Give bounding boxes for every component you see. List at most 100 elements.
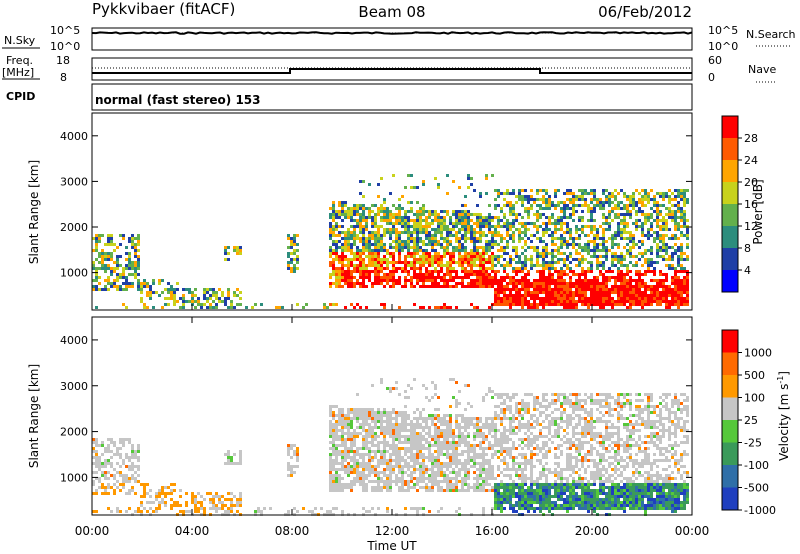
velocity-cell <box>236 510 239 513</box>
velocity-cell <box>359 483 362 486</box>
power-cell <box>641 252 644 255</box>
power-cell <box>686 288 689 291</box>
velocity-cell <box>452 453 455 456</box>
power-cell <box>239 297 242 300</box>
power-cell <box>662 237 665 240</box>
power-cell <box>596 255 599 258</box>
velocity-cell <box>377 483 380 486</box>
power-cell <box>563 201 566 204</box>
velocity-cell <box>485 438 488 441</box>
velocity-cell <box>134 471 137 474</box>
velocity-cell <box>167 492 170 495</box>
power-cell <box>140 282 143 285</box>
power-cell <box>293 234 296 237</box>
power-cell <box>368 213 371 216</box>
velocity-cell <box>386 459 389 462</box>
power-cell <box>488 243 491 246</box>
power-cell <box>593 294 596 297</box>
velocity-cell <box>497 486 500 489</box>
power-cell <box>635 273 638 276</box>
power-cell <box>620 231 623 234</box>
power-cell <box>335 234 338 237</box>
power-cell <box>419 255 422 258</box>
velocity-cell <box>449 420 452 423</box>
velocity-cell <box>431 438 434 441</box>
velocity-cell <box>407 489 410 492</box>
power-cell <box>590 255 593 258</box>
power-cell <box>476 219 479 222</box>
power-cell <box>146 285 149 288</box>
velocity-cell <box>380 441 383 444</box>
velocity-cell <box>416 432 419 435</box>
power-cell <box>665 222 668 225</box>
power-cell <box>551 258 554 261</box>
power-cell <box>626 243 629 246</box>
velocity-cell <box>194 510 197 513</box>
power-cell <box>413 222 416 225</box>
power-cell <box>641 273 644 276</box>
power-cell <box>647 270 650 273</box>
power-cell <box>422 183 425 186</box>
power-cell <box>434 285 437 288</box>
velocity-cell <box>101 453 104 456</box>
velocity-cell <box>419 471 422 474</box>
velocity-cell <box>455 474 458 477</box>
power-cell <box>473 237 476 240</box>
power-cell <box>659 195 662 198</box>
power-cell <box>494 300 497 303</box>
power-cell <box>551 294 554 297</box>
power-cell <box>569 216 572 219</box>
power-cell <box>455 216 458 219</box>
velocity-cell <box>371 429 374 432</box>
velocity-cell <box>347 471 350 474</box>
colorbar-tick-label: 20 <box>744 176 758 189</box>
velocity-cell <box>443 462 446 465</box>
velocity-cell <box>395 456 398 459</box>
velocity-cell <box>347 417 350 420</box>
power-cell <box>590 225 593 228</box>
power-cell <box>548 285 551 288</box>
power-cell <box>374 231 377 234</box>
velocity-cell <box>398 480 401 483</box>
velocity-cell <box>353 453 356 456</box>
power-cell <box>473 213 476 216</box>
power-cell <box>680 210 683 213</box>
velocity-cell <box>491 429 494 432</box>
velocity-cell <box>431 417 434 420</box>
power-cell <box>677 192 680 195</box>
power-cell <box>398 282 401 285</box>
velocity-cell <box>428 456 431 459</box>
power-cell <box>434 267 437 270</box>
power-cell <box>149 288 152 291</box>
velocity-cell <box>488 387 491 390</box>
power-cell <box>461 234 464 237</box>
power-cell <box>380 243 383 246</box>
power-cell <box>683 198 686 201</box>
velocity-cell <box>413 378 416 381</box>
velocity-cell <box>476 453 479 456</box>
power-cell <box>218 297 221 300</box>
power-cell <box>344 258 347 261</box>
power-cell <box>566 243 569 246</box>
power-cell <box>611 264 614 267</box>
velocity-cell <box>464 438 467 441</box>
power-cell <box>452 210 455 213</box>
velocity-cell <box>434 423 437 426</box>
power-cell <box>338 255 341 258</box>
velocity-cell <box>437 447 440 450</box>
velocity-cell <box>218 498 221 501</box>
velocity-cell <box>374 423 377 426</box>
power-cell <box>557 237 560 240</box>
power-cell <box>533 303 536 306</box>
velocity-cell <box>332 507 335 510</box>
velocity-cell <box>92 450 95 453</box>
velocity-cell <box>437 429 440 432</box>
power-cell <box>491 219 494 222</box>
power-cell <box>338 285 341 288</box>
power-cell <box>416 228 419 231</box>
power-cell <box>431 219 434 222</box>
power-cell <box>434 234 437 237</box>
velocity-cell <box>335 489 338 492</box>
power-cell <box>377 279 380 282</box>
power-cell <box>371 270 374 273</box>
